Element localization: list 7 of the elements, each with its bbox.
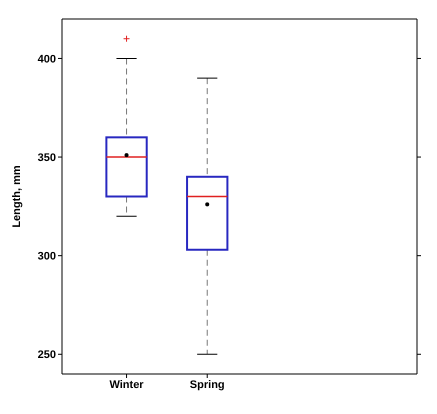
x-tick-label: Winter xyxy=(109,378,144,391)
x-tick-label: Spring xyxy=(190,378,225,391)
y-tick-label: 350 xyxy=(38,152,56,164)
y-tick-label: 300 xyxy=(38,250,56,263)
y-tick-label: 250 xyxy=(38,349,56,362)
y-tick-label: 400 xyxy=(38,53,56,66)
y-axis-title: Length, mm xyxy=(10,165,23,228)
